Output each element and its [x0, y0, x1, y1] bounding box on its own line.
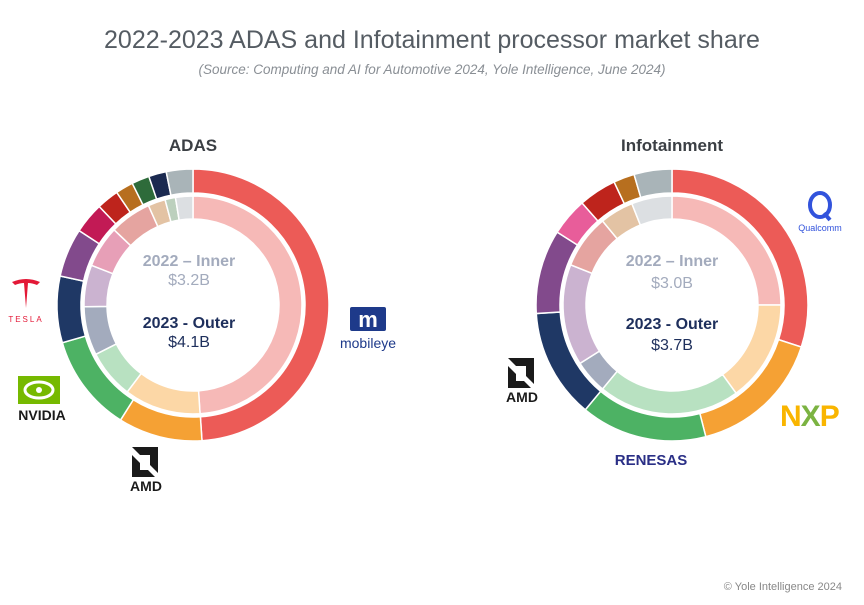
adas-outer-label: 2023 - Outer: [143, 315, 235, 332]
renesas-wordmark: RENESAS: [615, 452, 688, 469]
amd-wordmark-adas: AMD: [130, 478, 162, 494]
nvidia-logo: NVIDIA: [18, 376, 66, 423]
amd-arrow-icon-info: [508, 358, 534, 384]
adas-outer-slice-others: [165, 168, 194, 197]
nxp-wordmark: NXP: [780, 400, 839, 433]
adas-inner-label: 2022 – Inner: [143, 253, 236, 270]
qualcomm-q-icon: [808, 191, 832, 219]
renesas-logo: RENESAS: [615, 452, 688, 469]
qualcomm-wordmark: Qualcomm: [798, 223, 842, 233]
infotainment-outer-label: 2023 - Outer: [626, 316, 718, 333]
adas-donut: [56, 168, 330, 442]
infotainment-inner-label: 2022 – Inner: [626, 253, 719, 270]
amd-logo-adas: AMD: [130, 447, 162, 494]
adas-inner-value: $3.2B: [168, 272, 210, 289]
amd-logo-infotainment: AMD: [506, 358, 538, 405]
amd-arrow-icon-part: [132, 455, 155, 477]
infotainment-inner-value: $3.0B: [651, 275, 693, 292]
adas-outer-value: $4.1B: [168, 334, 210, 351]
mobileye-mark: m: [358, 307, 378, 332]
adas-inner-slice-others: [174, 195, 194, 221]
qualcomm-logo: Qualcomm: [798, 191, 842, 233]
adas-chart-title: ADAS: [168, 136, 218, 155]
amd-arrow-icon-info-part: [508, 366, 531, 388]
infotainment-donut: [535, 168, 809, 442]
tesla-wordmark: TESLA: [8, 315, 43, 324]
tesla-logo: TESLA: [8, 279, 43, 324]
tesla-t-icon: [12, 279, 40, 308]
mobileye-logo: m mobileye: [340, 307, 396, 351]
adas-outer-slice-tesla: [56, 275, 87, 344]
nxp-logo: NXP: [780, 400, 840, 433]
amd-arrow-icon: [132, 447, 158, 473]
infotainment-inner-slice-others: [630, 195, 673, 227]
infotainment-outer-slice-others: [633, 168, 673, 199]
nvidia-wordmark: NVIDIA: [18, 407, 65, 423]
mobileye-wordmark: mobileye: [340, 335, 396, 351]
amd-wordmark-info: AMD: [506, 389, 538, 405]
page-title: 2022-2023 ADAS and Infotainment processo…: [104, 26, 760, 54]
page-subtitle: (Source: Computing and AI for Automotive…: [198, 62, 666, 77]
infotainment-chart-title: Infotainment: [621, 136, 723, 155]
infotainment-outer-value: $3.7B: [651, 337, 693, 354]
copyright: © Yole Intelligence 2024: [723, 581, 842, 593]
